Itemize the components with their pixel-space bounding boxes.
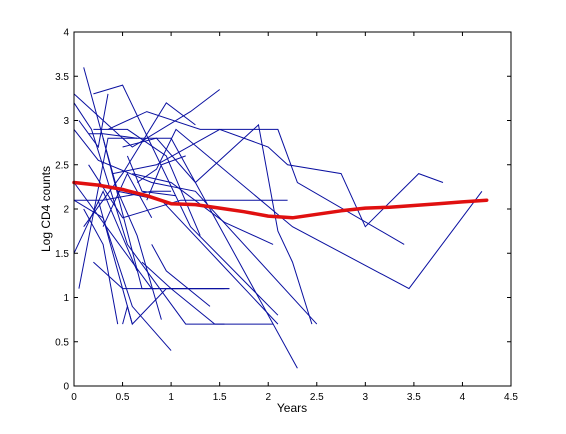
subject-line-18 <box>136 128 483 290</box>
smooth-line-group <box>72 180 489 220</box>
x-tick-label: 1 <box>168 392 174 403</box>
x-tick-label: 1.5 <box>213 392 227 403</box>
subject-line-1 <box>73 102 225 325</box>
y-tick-label: 0.5 <box>55 337 69 348</box>
y-tick-label: 2.5 <box>55 160 69 171</box>
subject-line-27 <box>151 244 211 307</box>
x-tick-label: 0 <box>71 392 77 403</box>
subject-line-2 <box>73 129 318 325</box>
subject-line-21 <box>83 208 119 325</box>
y-tick-label: 0 <box>63 382 69 393</box>
x-ticks: 0 0.5 1 1.5 2 2.5 3 3.5 4 4.5 <box>71 32 518 403</box>
subject-line-6 <box>93 84 279 316</box>
y-tick-label: 4 <box>63 28 69 39</box>
x-tick-label: 3 <box>363 392 369 403</box>
subject-line-11 <box>107 111 405 245</box>
subject-line-14 <box>93 128 201 236</box>
subject-line-31 <box>122 304 133 325</box>
x-axis-label: Years <box>277 401 307 415</box>
x-tick-label: 2.5 <box>310 392 324 403</box>
y-tick-label: 3 <box>63 116 69 127</box>
subject-line-10 <box>97 200 230 326</box>
x-tick-label: 3.5 <box>407 392 421 403</box>
subject-line-9 <box>88 164 288 219</box>
subject-line-30 <box>88 133 138 139</box>
subject-line-25 <box>126 155 177 197</box>
y-tick-label: 1 <box>63 293 69 304</box>
y-tick-label: 2 <box>63 205 69 216</box>
subject-line-15 <box>112 128 444 228</box>
y-tick-label: 1.5 <box>55 249 69 260</box>
subject-line-20 <box>78 93 109 149</box>
x-tick-label: 4 <box>460 392 466 403</box>
plot-background <box>74 32 511 386</box>
x-tick-label: 4.5 <box>504 392 518 403</box>
y-ticks: 0 0.5 1 1.5 2 2.5 3 3.5 4 <box>55 28 511 393</box>
subject-line-29 <box>74 190 172 201</box>
subject-lines <box>73 67 483 369</box>
y-tick-label: 3.5 <box>55 72 69 83</box>
smooth-mean-line <box>72 180 489 220</box>
subject-line-22 <box>93 261 157 290</box>
x-tick-label: 2 <box>265 392 271 403</box>
subject-line-16 <box>122 123 313 325</box>
subject-line-28 <box>73 190 138 272</box>
subject-line-5 <box>73 199 172 351</box>
subject-line-17 <box>132 173 274 245</box>
subject-line-26 <box>146 155 186 201</box>
subject-line-19 <box>141 261 274 325</box>
x-tick-label: 0.5 <box>116 392 130 403</box>
y-axis-label: Log CD4 counts <box>39 166 53 252</box>
subject-line-24 <box>117 191 162 320</box>
